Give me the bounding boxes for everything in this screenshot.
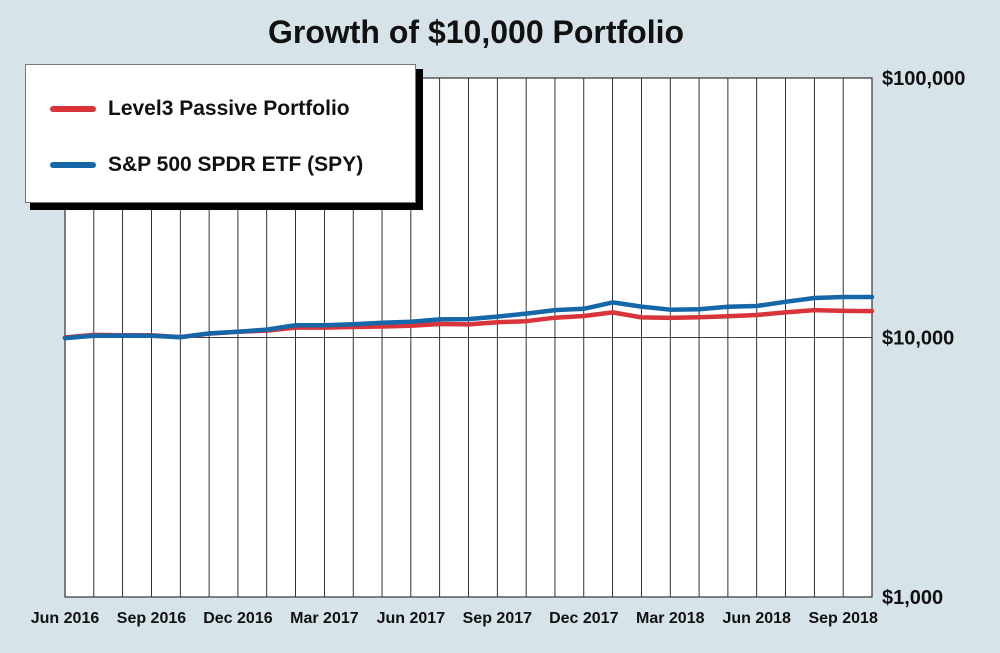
legend-label-spy: S&P 500 SPDR ETF (SPY) (108, 153, 364, 176)
chart-title: Growth of $10,000 Portfolio (267, 14, 685, 50)
y-tick-label: $10,000 (882, 328, 954, 350)
x-tick-label: Mar 2018 (636, 610, 705, 627)
legend-swatch-level3 (50, 106, 96, 112)
y-tick-label: $1,000 (882, 587, 943, 609)
y-tick-label: $100,000 (882, 68, 965, 90)
legend-item-spy: S&P 500 SPDR ETF (SPY) (50, 150, 363, 180)
x-tick-label: Sep 2016 (117, 610, 186, 627)
legend-item-level3: Level3 Passive Portfolio (50, 94, 350, 124)
x-tick-label: Jun 2018 (722, 610, 791, 627)
x-tick-label: Dec 2016 (203, 610, 272, 627)
x-tick-label: Sep 2018 (808, 610, 877, 627)
legend-label-level3: Level3 Passive Portfolio (108, 97, 350, 120)
x-tick-label: Sep 2017 (463, 610, 532, 627)
x-tick-label: Dec 2017 (549, 610, 618, 627)
legend: Level3 Passive Portfolio S&P 500 SPDR ET… (25, 64, 416, 203)
x-tick-label: Mar 2017 (290, 610, 359, 627)
legend-swatch-spy (50, 162, 96, 168)
x-tick-label: Jun 2017 (377, 610, 446, 627)
x-tick-label: Jun 2016 (31, 610, 100, 627)
